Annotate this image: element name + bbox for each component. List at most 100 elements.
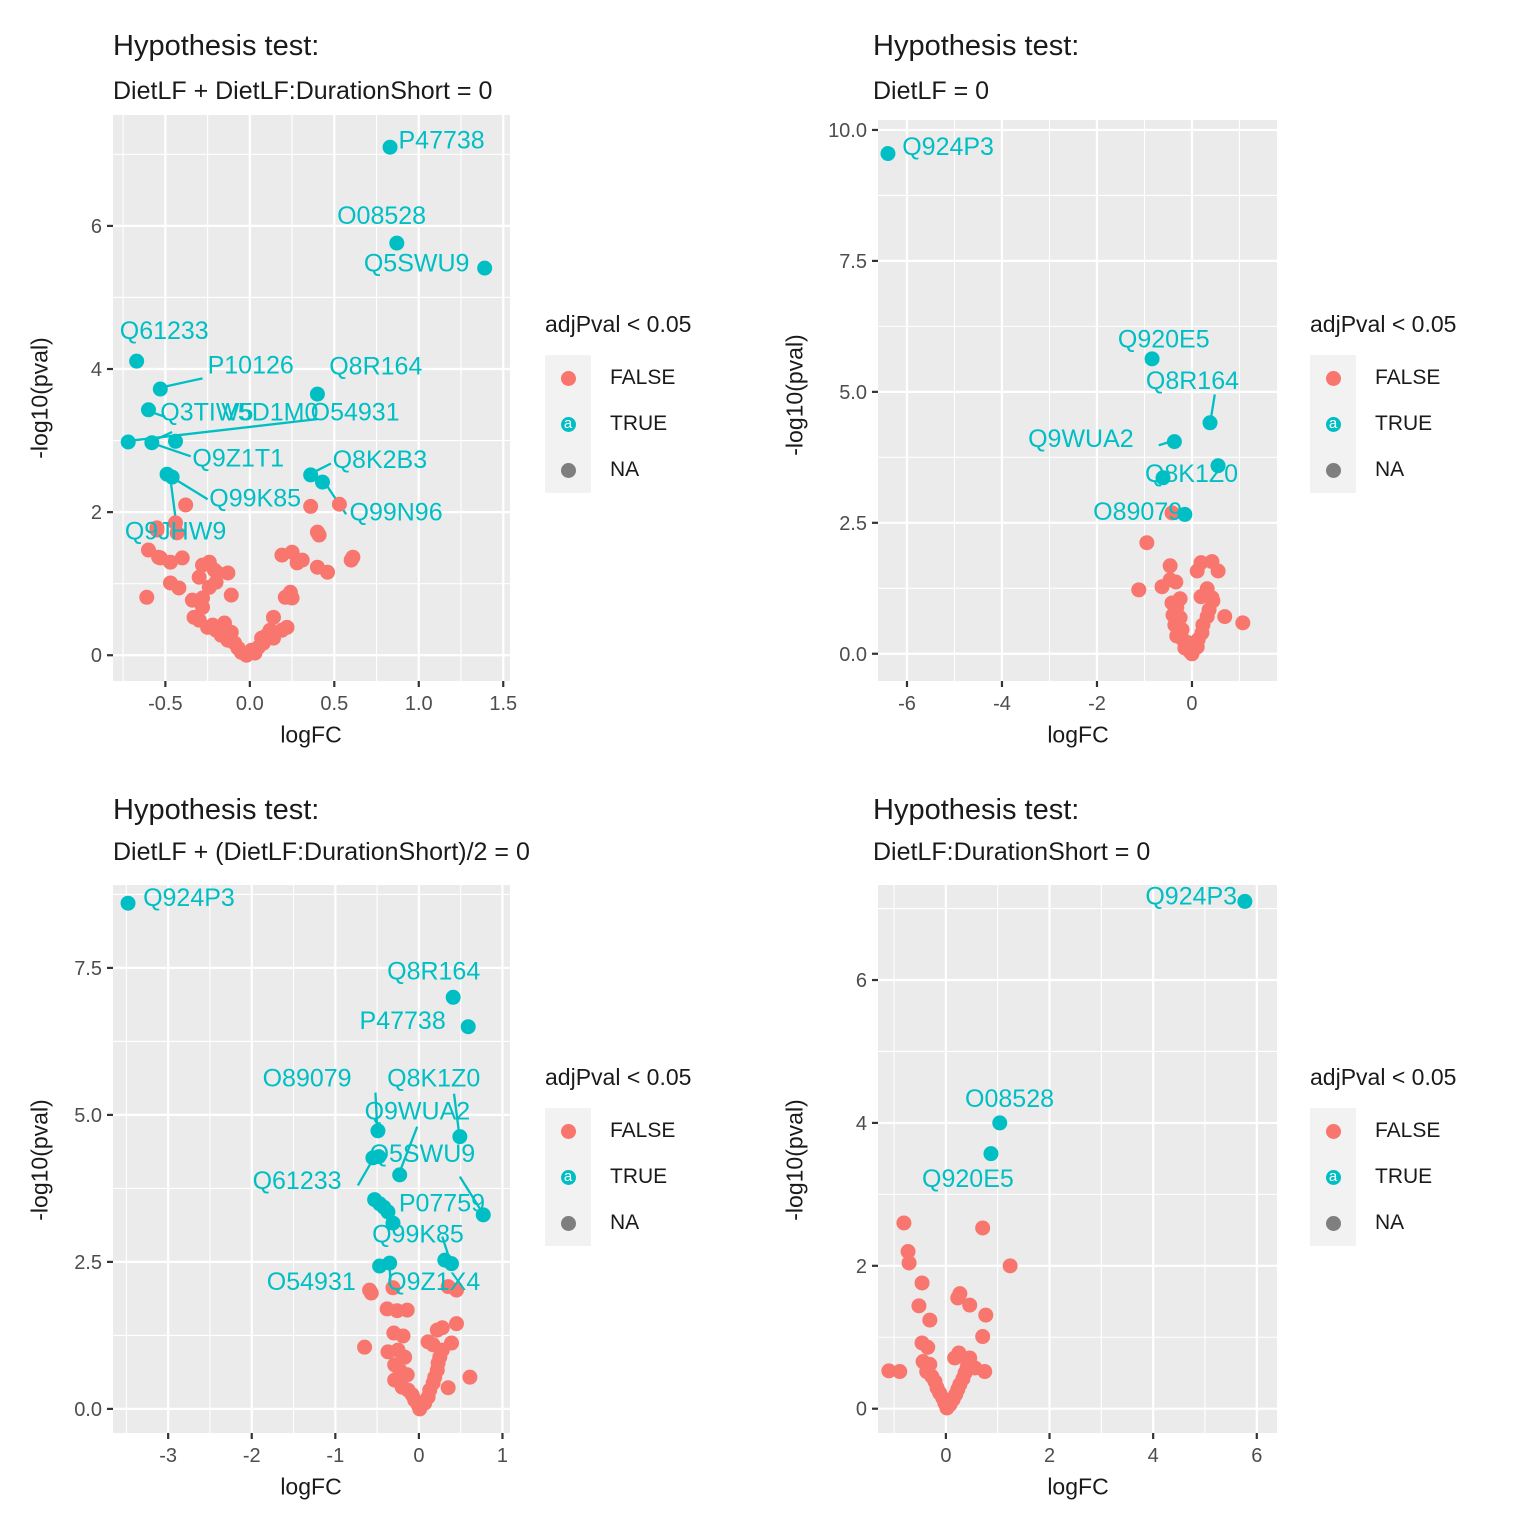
point-label: Q99K85: [372, 1220, 464, 1248]
plot1-x-axis-title: logFC: [280, 721, 342, 748]
data-point-true: [120, 895, 136, 911]
na-dot-icon: [1325, 462, 1341, 478]
data-point-true: [140, 402, 156, 418]
x-tick-label: -2: [243, 1445, 261, 1467]
label-leader-line: [452, 1093, 461, 1133]
plot3-x-axis-title: logFC: [280, 1473, 342, 1500]
point-label: Q9Z1X4: [387, 1268, 480, 1296]
text-key-glyph: a: [563, 414, 573, 432]
data-point-true: [445, 989, 461, 1005]
data-point-true: [992, 1115, 1008, 1131]
y-tick-label: 0.0: [74, 1399, 102, 1421]
data-point-false: [265, 630, 281, 646]
y-tick-label: 0: [91, 645, 102, 667]
data-point-false: [922, 1312, 938, 1328]
data-point-false: [1193, 555, 1209, 571]
data-point-false: [162, 554, 178, 570]
y-tick-label: 0.0: [839, 644, 867, 666]
legend-item-true: a TRUE: [545, 401, 775, 447]
legend-item-na: NA: [1310, 1200, 1536, 1246]
point-label: Q924P3: [143, 884, 235, 912]
data-point-false: [139, 589, 155, 605]
plot1-subtitle: DietLF + DietLF:DurationShort = 0: [113, 77, 493, 105]
point-label: V5D1M0: [221, 399, 318, 427]
legend-key-na: [1310, 447, 1356, 493]
data-point-true: [1155, 470, 1171, 486]
data-point-false: [357, 1339, 373, 1355]
y-tick-label: 2.5: [839, 513, 867, 535]
plot4-legend: adjPval < 0.05 FALSE a TRUE NA: [1310, 1064, 1536, 1246]
plot-panel: [878, 885, 1277, 1433]
data-point-false: [191, 569, 207, 585]
data-point-false: [399, 1367, 415, 1383]
label-leader-line: [313, 462, 332, 474]
data-point-false: [331, 496, 347, 512]
point-label: Q8K1Z0: [1145, 460, 1238, 488]
data-point-false: [220, 565, 236, 581]
data-point-false: [362, 1282, 378, 1298]
true-dot-icon: [1325, 416, 1341, 432]
data-point-true: [983, 1146, 999, 1162]
legend-key-true: a: [1310, 401, 1356, 447]
point-label: O89079: [1093, 498, 1182, 526]
data-point-false: [294, 552, 310, 568]
data-point-false: [1235, 615, 1251, 631]
data-point-false: [420, 1334, 436, 1350]
y-tick-label: 0: [856, 1399, 867, 1421]
point-label: O54931: [311, 399, 400, 427]
y-tick-label: 2.5: [74, 1252, 102, 1274]
y-tick-label: 4: [856, 1113, 867, 1135]
text-key-glyph: a: [1328, 1167, 1338, 1185]
data-point-false: [320, 564, 336, 580]
x-tick-label: -6: [898, 693, 916, 715]
point-label: Q61233: [253, 1167, 342, 1195]
data-point-true: [460, 1019, 476, 1035]
point-label: Q9WUA2: [365, 1098, 471, 1126]
data-point-false: [440, 1380, 456, 1396]
plot4-title: Hypothesis test:: [873, 794, 1080, 826]
plot3-legend: adjPval < 0.05 FALSE a TRUE NA: [545, 1064, 775, 1246]
data-point-false: [311, 527, 327, 543]
point-label: Q9WUA2: [1028, 425, 1134, 453]
x-tick-label: 1: [497, 1445, 508, 1467]
point-label: Q920E5: [922, 1165, 1014, 1193]
data-point-false: [399, 1302, 415, 1318]
data-point-false: [920, 1339, 936, 1355]
y-tick-label: 6: [856, 970, 867, 992]
na-dot-icon: [560, 462, 576, 478]
x-tick-label: 4: [1148, 1445, 1159, 1467]
plot3-y-axis-title: -log10(pval): [26, 1099, 53, 1221]
point-label: Q8R164: [1146, 367, 1239, 395]
legend-key-na: [545, 1200, 591, 1246]
plot3-title: Hypothesis test:: [113, 794, 320, 826]
data-point-false: [901, 1255, 917, 1271]
data-point-false: [169, 525, 185, 541]
y-tick-label: 10.0: [828, 120, 867, 142]
data-point-false: [284, 590, 300, 606]
label-leader-line: [356, 1160, 374, 1187]
label-leader-line: [154, 443, 192, 458]
data-point-false: [1002, 1258, 1018, 1274]
data-point-false: [1193, 589, 1209, 605]
data-point-true: [168, 433, 184, 449]
y-tick-label: 6: [91, 216, 102, 238]
point-label: P10126: [208, 351, 294, 379]
data-point-false: [1168, 574, 1184, 590]
legend-item-false: FALSE: [1310, 1108, 1536, 1154]
data-point-true: [144, 435, 160, 451]
data-point-true: [1177, 506, 1193, 522]
plot4-x-axis-title: logFC: [1047, 1473, 1109, 1500]
x-tick-label: 2: [1044, 1445, 1055, 1467]
data-point-false: [195, 599, 211, 615]
label-leader-line: [160, 377, 203, 389]
point-label: Q99N96: [350, 499, 443, 527]
data-point-true: [152, 381, 168, 397]
plot1-title: Hypothesis test:: [113, 30, 320, 62]
plot2-y-axis-title: -log10(pval): [781, 334, 808, 456]
legend-key-true: a: [1310, 1154, 1356, 1200]
data-point-true: [443, 1256, 459, 1272]
data-point-false: [1162, 558, 1178, 574]
point-label: Q3TIW5: [160, 399, 253, 427]
data-point-false: [149, 522, 165, 538]
data-point-false: [385, 1280, 401, 1296]
